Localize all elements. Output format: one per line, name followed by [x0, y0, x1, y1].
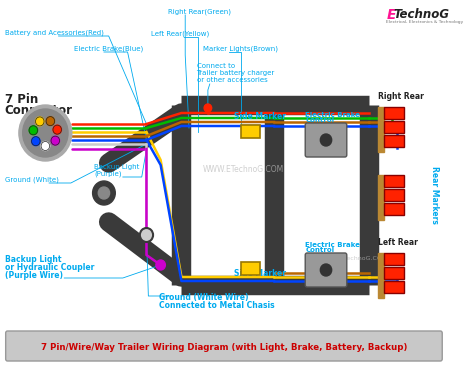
- Circle shape: [23, 109, 68, 157]
- Bar: [241, 125, 260, 138]
- Text: 7 Pin: 7 Pin: [5, 93, 38, 106]
- Text: Control: Control: [305, 117, 334, 123]
- Bar: [241, 262, 260, 275]
- Text: or Hydraulic Coupler: or Hydraulic Coupler: [5, 263, 94, 272]
- Circle shape: [29, 126, 37, 135]
- Text: Backup Light: Backup Light: [5, 255, 61, 264]
- Text: (Purple Wire): (Purple Wire): [5, 271, 63, 280]
- Bar: [378, 175, 383, 220]
- Text: WWW.ETechnoG.COM: WWW.ETechnoG.COM: [203, 165, 284, 175]
- Bar: [378, 253, 383, 298]
- Bar: [383, 121, 404, 133]
- Circle shape: [320, 264, 332, 276]
- Text: Electric Brake(Blue): Electric Brake(Blue): [73, 45, 143, 52]
- Circle shape: [98, 187, 109, 199]
- Text: Electric Brake: Electric Brake: [305, 242, 360, 248]
- Circle shape: [36, 117, 44, 126]
- Bar: [383, 281, 404, 293]
- Bar: [383, 175, 404, 187]
- Text: Ground (White): Ground (White): [5, 176, 59, 183]
- Text: TechnoG: TechnoG: [393, 8, 449, 21]
- Circle shape: [19, 105, 72, 161]
- Circle shape: [46, 117, 55, 126]
- Text: 7 Pin/Wire/Way Trailer Wiring Diagram (with Light, Brake, Battery, Backup): 7 Pin/Wire/Way Trailer Wiring Diagram (w…: [41, 343, 407, 351]
- Bar: [378, 107, 383, 152]
- Text: Backup Light: Backup Light: [94, 164, 140, 170]
- Bar: [383, 267, 404, 279]
- Text: Marker Lights(Brown): Marker Lights(Brown): [203, 45, 278, 52]
- Text: E: E: [386, 8, 396, 22]
- Text: WWW.ETechnoG.COM: WWW.ETechnoG.COM: [321, 255, 388, 261]
- FancyBboxPatch shape: [305, 123, 347, 157]
- Text: Connected to Metal Chasis: Connected to Metal Chasis: [159, 301, 274, 310]
- Circle shape: [51, 136, 60, 145]
- Circle shape: [53, 125, 62, 134]
- Text: or other accessories: or other accessories: [197, 77, 267, 83]
- Text: Connector: Connector: [5, 104, 73, 117]
- Circle shape: [204, 104, 212, 112]
- Bar: [383, 189, 404, 201]
- Text: Electric Brake: Electric Brake: [305, 112, 360, 118]
- FancyBboxPatch shape: [305, 253, 347, 287]
- Text: Trailer battery charger: Trailer battery charger: [197, 70, 275, 76]
- Circle shape: [140, 228, 153, 242]
- Text: Electrical, Electronics & Technology: Electrical, Electronics & Technology: [385, 20, 463, 24]
- Text: Right Rear(Green): Right Rear(Green): [168, 8, 231, 15]
- Text: Rear Markers: Rear Markers: [430, 166, 439, 224]
- FancyBboxPatch shape: [6, 331, 442, 361]
- Text: Side Marker: Side Marker: [234, 112, 286, 121]
- Circle shape: [92, 181, 115, 205]
- Bar: [383, 203, 404, 215]
- Text: Side Marker: Side Marker: [234, 269, 286, 278]
- Text: (Purple): (Purple): [94, 171, 122, 177]
- Circle shape: [41, 142, 50, 150]
- Text: Control: Control: [305, 247, 334, 253]
- Text: Left Rear: Left Rear: [378, 238, 418, 247]
- Bar: [383, 253, 404, 265]
- Circle shape: [32, 137, 40, 146]
- Text: Ground (White Wire): Ground (White Wire): [159, 293, 248, 302]
- Text: Left Rear(Yellow): Left Rear(Yellow): [151, 30, 210, 37]
- Bar: [383, 135, 404, 147]
- Bar: [383, 107, 404, 119]
- Text: Battery and Acessories(Red): Battery and Acessories(Red): [5, 30, 104, 36]
- Text: Right Rear: Right Rear: [378, 92, 424, 101]
- Circle shape: [156, 260, 165, 270]
- Text: Connect to: Connect to: [197, 63, 235, 69]
- Circle shape: [320, 134, 332, 146]
